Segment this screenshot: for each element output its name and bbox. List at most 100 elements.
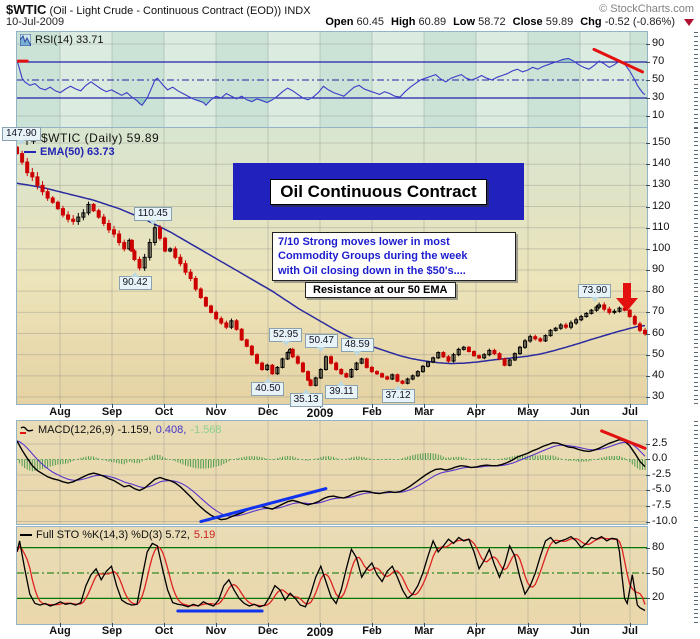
right-edge-tick — [694, 128, 698, 129]
y-axis-label: 40 — [652, 368, 665, 381]
right-edge-tick — [694, 438, 698, 440]
close-label: Close — [512, 16, 543, 28]
ohlc-quote: Open 60.45 High 60.89 Low 58.72 Close 59… — [325, 16, 694, 28]
y-axis-label: 90 — [652, 36, 665, 49]
price-legend-label: $WTIC (Daily) 59.89 — [41, 131, 160, 145]
ema-line-icon — [24, 151, 36, 153]
right-edge-tick — [694, 192, 698, 194]
y-axis-tick — [646, 474, 650, 476]
x-axis-tick — [630, 404, 631, 408]
x-axis-tick — [60, 404, 61, 408]
y-axis-label: -2.5 — [652, 467, 671, 480]
x-axis-month-label: Oct — [154, 625, 174, 637]
right-edge-tick — [694, 455, 698, 457]
right-edge-tick — [694, 269, 698, 271]
sto-d-value: 5.19 — [193, 529, 216, 541]
x-axis-month-label: Aug — [49, 406, 71, 418]
ema-legend: EMA(50) 63.73 — [24, 146, 115, 158]
y-axis-label: 30 — [652, 390, 665, 402]
x-axis-tick — [268, 623, 269, 627]
x-axis-month-label: Jul — [622, 625, 638, 637]
right-edge-tick — [694, 390, 698, 392]
open-label: Open — [325, 16, 354, 28]
x-axis-month-label: Oct — [154, 406, 174, 418]
price-callout: 35.13 — [289, 389, 323, 408]
x-axis-month-label: Jun — [570, 625, 590, 637]
right-edge-tick — [694, 608, 698, 610]
ticker-description: (Oil - Light Crude - Continuous Contract… — [49, 5, 282, 17]
y-axis-label: 10 — [652, 109, 665, 121]
right-edge-tick — [694, 32, 698, 33]
right-edge-tick — [694, 149, 698, 151]
macd-signal-value: 0.408, — [155, 424, 187, 436]
right-edge-tick — [694, 175, 698, 177]
y-axis-label: -5.0 — [652, 483, 671, 496]
price-callout: 40.50 — [251, 377, 285, 396]
y-axis-tick — [646, 375, 650, 377]
right-edge-tick — [694, 578, 698, 580]
right-edge-tick — [694, 476, 698, 478]
rsi-area-icon — [20, 34, 31, 46]
right-edge-tick — [694, 347, 698, 349]
right-edge-tick — [694, 162, 698, 164]
right-edge-tick — [694, 570, 698, 571]
right-edge-tick — [694, 587, 698, 589]
right-edge-tick — [694, 145, 698, 147]
right-edge-tick — [694, 591, 698, 593]
chart-date: 10-Jul-2009 — [6, 16, 65, 28]
y-axis-tick — [646, 98, 650, 99]
price-callout: 37.12 — [381, 384, 415, 403]
x-axis-tick — [164, 623, 165, 627]
sto-line-icon — [20, 534, 32, 536]
right-edge-tick — [694, 360, 698, 362]
x-axis-month-label: Dec — [257, 406, 279, 418]
right-edge-tick — [694, 403, 698, 405]
title-annotation-text: Oil Continuous Contract — [270, 178, 487, 205]
chg-value: -0.52 (-0.86%) — [604, 16, 675, 28]
x-axis-tick — [216, 623, 217, 627]
down-arrow-shaft — [623, 283, 632, 298]
y-axis-tick — [646, 397, 650, 398]
right-edge-tick — [694, 282, 698, 284]
x-axis-month-label: Feb — [362, 625, 382, 637]
price-callout: 48.59 — [340, 337, 374, 356]
y-axis-label: 120 — [652, 199, 671, 212]
right-edge-tick — [694, 468, 698, 470]
right-edge-tick — [694, 364, 698, 366]
ticker-exchange: INDX — [284, 5, 311, 17]
y-axis-label: 50 — [652, 566, 665, 578]
y-axis-tick — [646, 79, 650, 81]
y-axis-label: 50 — [652, 72, 665, 85]
right-edge-tick — [694, 158, 698, 160]
right-edge-tick — [694, 205, 698, 207]
right-edge-tick — [694, 394, 698, 396]
right-edge-tick — [694, 49, 698, 51]
x-axis-tick — [580, 404, 581, 408]
y-axis-tick — [646, 270, 650, 272]
y-axis-tick — [646, 354, 650, 356]
y-axis-tick — [646, 490, 650, 492]
right-edge-tick — [694, 617, 698, 619]
right-edge-tick — [694, 548, 698, 550]
right-edge-tick — [694, 239, 698, 241]
right-edge-tick — [694, 100, 698, 102]
right-edge-tick — [694, 118, 698, 119]
right-edge-tick — [694, 166, 698, 168]
right-edge-tick — [694, 368, 698, 370]
right-edge-tick — [694, 321, 698, 323]
price-callout: 50.47 — [304, 333, 338, 352]
x-axis-tick — [424, 623, 425, 627]
right-edge-tick — [694, 502, 698, 504]
right-edge-tick — [694, 485, 698, 487]
right-edge-tick — [694, 515, 698, 517]
right-edge-tick — [694, 252, 698, 254]
right-edge-tick — [694, 595, 698, 597]
y-axis-label: -7.5 — [652, 499, 671, 511]
x-axis-month-label: Apr — [466, 625, 486, 637]
quote-row: 10-Jul-2009 Open 60.45 High 60.89 Low 58… — [6, 16, 696, 30]
x-axis-tick — [528, 623, 529, 627]
right-edge-tick — [694, 140, 698, 142]
price-callout: 73.90 — [578, 284, 612, 303]
x-axis-month-label: Jul — [622, 406, 638, 418]
